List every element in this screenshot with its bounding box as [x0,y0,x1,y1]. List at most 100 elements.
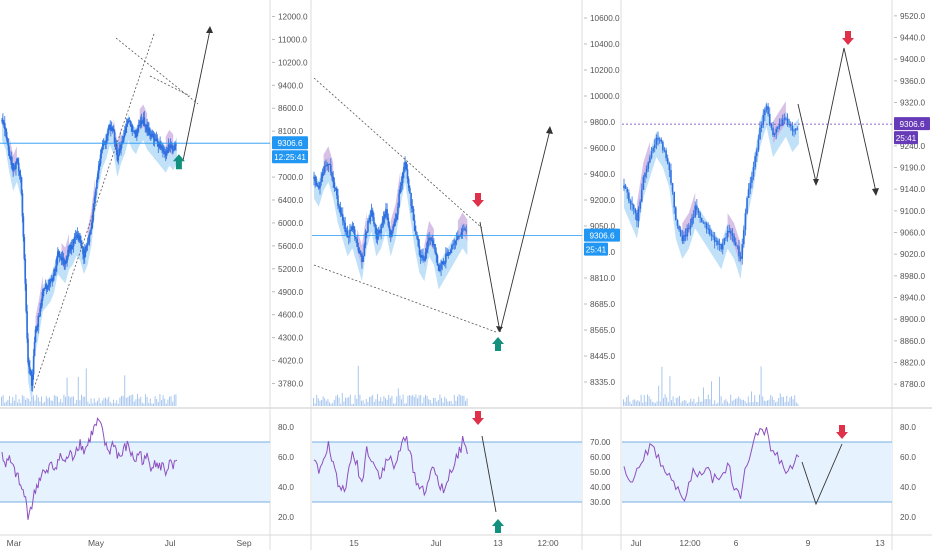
candle-body [702,222,705,224]
volume-bar [113,399,114,406]
countdown-tag [272,150,308,164]
candle-body [743,229,745,245]
candle-body [40,305,42,309]
candle-body [393,221,396,227]
volume-bar [434,397,436,406]
candle-body [163,151,166,155]
candle-body [147,128,149,132]
volume-bar [316,394,318,406]
candle-body [124,127,127,134]
candle-body [629,200,632,204]
volume-bar [655,403,656,406]
candle-body [88,234,91,243]
volume-bar [69,397,71,406]
candle-body [95,188,97,196]
candle-body [786,118,789,125]
candle-body [7,143,10,151]
candle-body [460,231,463,236]
volume-bar [690,398,692,406]
candle-body [101,146,104,150]
price-tick-label: 8600.0 [278,104,303,113]
volume-bar [712,403,714,406]
volume-bar [369,397,370,406]
candle-body [96,180,98,189]
candle-body [153,138,156,142]
volume-bar [457,396,458,406]
support-trendline [313,264,497,333]
candle-body [665,150,667,159]
volume-bar [313,398,314,406]
volume-bar [778,397,780,406]
candle-body [60,256,63,261]
candle-body [394,219,397,222]
candle-body [119,148,121,151]
price-tick-label: 8100.0 [278,127,303,136]
volume-bar [465,400,466,406]
candle-body [20,177,23,194]
volume-bar [169,396,170,406]
time-tick-label: 15 [349,538,359,548]
volume-bar [656,401,658,406]
candle-body [57,251,60,257]
candle-body [398,193,400,207]
candle-body [675,207,677,220]
candle-body [2,119,4,124]
volume-bar [393,403,394,406]
volume-bar [402,394,404,406]
candle-body [16,159,18,163]
candle-body [171,145,174,150]
volume-bar [324,398,326,406]
volume-bar [161,400,162,406]
volume-bar [717,402,719,406]
candle-body [452,244,454,246]
candle-body [106,135,108,140]
volume-bar [720,396,722,406]
candle-body [461,229,464,232]
candle-body [404,161,406,167]
candle-body [116,149,119,161]
candle-body [111,127,114,129]
volume-bar [74,403,76,406]
candle-body [53,269,55,276]
candle-body [407,179,410,188]
candle-body [709,228,711,235]
ichimoku-cloud-purple [35,275,43,339]
volume-bar [23,396,25,406]
candle-body [115,143,118,150]
price-tick-label: 9050.0 [590,222,615,231]
candle-body [417,238,420,247]
candle-body [443,262,446,265]
candle-body [107,129,109,136]
volume-bar [409,395,410,406]
candle-body [340,213,343,215]
candle-body [103,143,106,145]
volume-bar [715,403,717,406]
price-tick-label: 9140.0 [900,185,925,194]
candle-body [717,240,719,245]
candle-body [696,205,698,211]
volume-bar [149,398,151,406]
volume-bar [640,394,642,406]
candle-body [405,161,408,170]
candle-body [358,250,361,254]
volume-bar [47,398,49,406]
candle-body [320,178,322,183]
volume-bar [377,394,378,406]
candle-body [451,245,453,250]
candle-body [427,240,429,250]
candle-body [377,230,380,234]
candle-body [683,234,685,242]
candle-body [780,124,782,126]
volume-bar [394,403,396,406]
candle-body [132,130,134,132]
candle-body [446,253,448,256]
volume-bar [728,403,730,406]
candle-body [170,145,173,148]
volume-bar [108,396,110,406]
volume-bar [706,399,708,406]
rsi-line [313,435,468,497]
candle-body [412,208,415,221]
volume-bar [65,396,66,406]
volume-bar [68,396,70,406]
price-tick-label: 10400.0 [590,40,620,49]
